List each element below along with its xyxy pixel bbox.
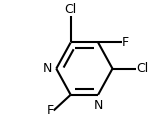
Text: F: F — [122, 36, 129, 49]
Text: Cl: Cl — [136, 62, 148, 75]
Text: N: N — [43, 62, 52, 75]
Text: F: F — [46, 104, 54, 117]
Text: Cl: Cl — [65, 3, 77, 16]
Text: N: N — [93, 99, 103, 112]
